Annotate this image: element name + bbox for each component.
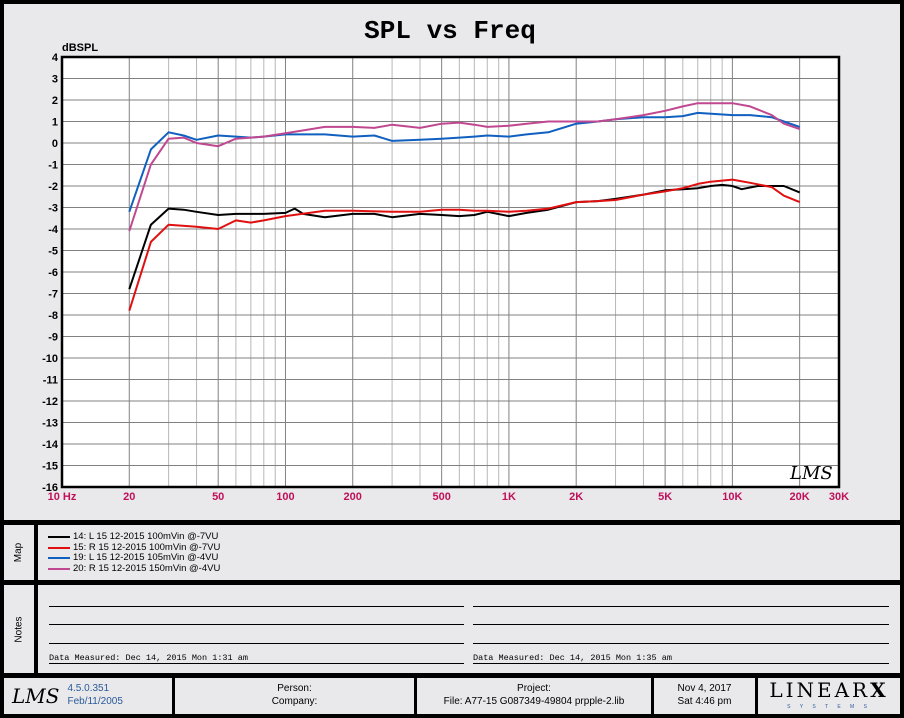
legend-label: 14: L 15 12-2015 100mVin @-7VU — [73, 531, 219, 542]
y-tick-label: -15 — [42, 461, 58, 473]
series-line-4 — [128, 102, 801, 232]
footer-person-box: Person: Company: — [175, 678, 414, 714]
date: Nov 4, 2017 — [677, 683, 732, 694]
legend: 14: L 15 12-2015 100mVin @-7VU 15: R 15 1… — [48, 531, 221, 575]
legend-map-panel: Map 14: L 15 12-2015 100mVin @-7VU 15: R … — [4, 525, 900, 580]
legend-swatch — [48, 567, 70, 570]
map-label: Map — [13, 542, 25, 563]
data-measured-left: Data Measured: Dec 14, 2015 Mon 1:31 am — [49, 653, 248, 663]
x-tick-label: 50 — [212, 491, 224, 503]
chart-panel: SPL vs Freq dBSPL 4 3 2 1 0 -1 -2 -3 -4 -5 -6 -7 -8 -… — [4, 4, 900, 520]
x-tick-label: 30K — [829, 491, 849, 503]
legend-swatch — [48, 557, 70, 560]
y-tick-label: -6 — [48, 267, 58, 279]
y-tick-label: -8 — [48, 310, 58, 322]
file-name: File: A77-15 G087349-49804 prpple-2.lib — [443, 696, 625, 707]
x-tick-label: 20 — [123, 491, 135, 503]
series-line-3 — [128, 111, 801, 213]
person-label: Person: — [277, 683, 312, 694]
spl-chart: SPL vs Freq dBSPL 4 3 2 1 0 -1 -2 -3 -4 -5 -6 -7 -8 -… — [42, 16, 849, 503]
data-measured-right: Data Measured: Dec 14, 2015 Mon 1:35 am — [473, 653, 672, 663]
y-axis-label: dBSPL — [62, 42, 98, 54]
y-tick-label: -2 — [48, 181, 58, 193]
x-tick-label: 5K — [658, 491, 672, 503]
y-tick-label: 2 — [52, 95, 58, 107]
legend-swatch — [48, 536, 70, 539]
brand-text: LINEAR — [769, 678, 871, 702]
legend-swatch — [48, 546, 70, 549]
y-tick-label: -10 — [42, 353, 58, 365]
x-tick-label: 20K — [790, 491, 810, 503]
y-tick-label: 4 — [52, 52, 59, 64]
y-tick-label: -5 — [48, 246, 58, 258]
series-line-2 — [128, 178, 801, 311]
brand-sub: S Y S T E M S — [787, 704, 871, 710]
x-tick-label: 500 — [432, 491, 450, 503]
brand-x: X — [870, 678, 889, 702]
y-tick-label: -7 — [48, 289, 58, 301]
y-tick-label: -3 — [48, 203, 58, 215]
time: Sat 4:46 pm — [677, 696, 732, 707]
footer-date-box: Nov 4, 2017 Sat 4:46 pm — [654, 678, 755, 714]
notes-label: Notes — [13, 615, 25, 643]
x-tick-label: 10K — [722, 491, 742, 503]
y-tick-label: 3 — [52, 74, 58, 86]
notes-panel: Notes Data Measured: Dec 14, 2015 Mon 1:… — [4, 585, 900, 673]
chart-title: SPL vs Freq — [364, 16, 536, 46]
company-label: Company: — [271, 696, 318, 707]
x-tick-label: 100 — [276, 491, 294, 503]
legend-item: 15: R 15 12-2015 100mVin @-7VU — [48, 541, 221, 554]
y-tick-label: -4 — [48, 224, 59, 236]
footer-project-box: Project: File: A77-15 G087349-49804 prppl… — [417, 678, 651, 714]
y-tick-label: -11 — [43, 375, 58, 387]
x-tick-label: 200 — [344, 491, 362, 503]
legend-item: 19: L 15 12-2015 105mVin @-4VU — [48, 552, 220, 564]
linearx-logo: LINEARX S Y S T E M S — [758, 678, 900, 714]
version: 4.5.0.351 — [67, 683, 110, 694]
y-tick-label: -14 — [42, 439, 59, 451]
legend-label: 15: R 15 12-2015 100mVin @-7VU — [73, 541, 221, 553]
series-line-1 — [128, 183, 801, 290]
y-tick-label: 1 — [52, 117, 58, 129]
legend-label: 20: R 15 12-2015 150mVin @-4VU — [73, 562, 221, 574]
y-tick-label: -16 — [42, 482, 58, 494]
y-tick-label: -13 — [42, 418, 58, 430]
legend-item: 20: R 15 12-2015 150mVin @-4VU — [48, 562, 221, 575]
build-date: Feb/11/2005 — [67, 696, 123, 707]
y-tick-label: -9 — [48, 332, 58, 344]
y-tick-label: 0 — [52, 138, 58, 150]
footer-logo-box: LMS 4.5.0.351 Feb/11/2005 — [4, 678, 172, 714]
legend-label: 19: L 15 12-2015 105mVin @-4VU — [73, 552, 219, 563]
y-tick-label: -12 — [42, 396, 58, 408]
lms-watermark: LMS — [789, 463, 833, 484]
project-label: Project: — [517, 683, 551, 694]
legend-item: 14: L 15 12-2015 100mVin @-7VU — [48, 531, 220, 543]
lms-logo: LMS — [12, 684, 60, 708]
y-tick-label: -1 — [48, 160, 58, 172]
x-tick-label: 1K — [502, 491, 516, 503]
x-tick-label: 10 Hz — [48, 491, 77, 503]
x-tick-label: 2K — [569, 491, 583, 503]
